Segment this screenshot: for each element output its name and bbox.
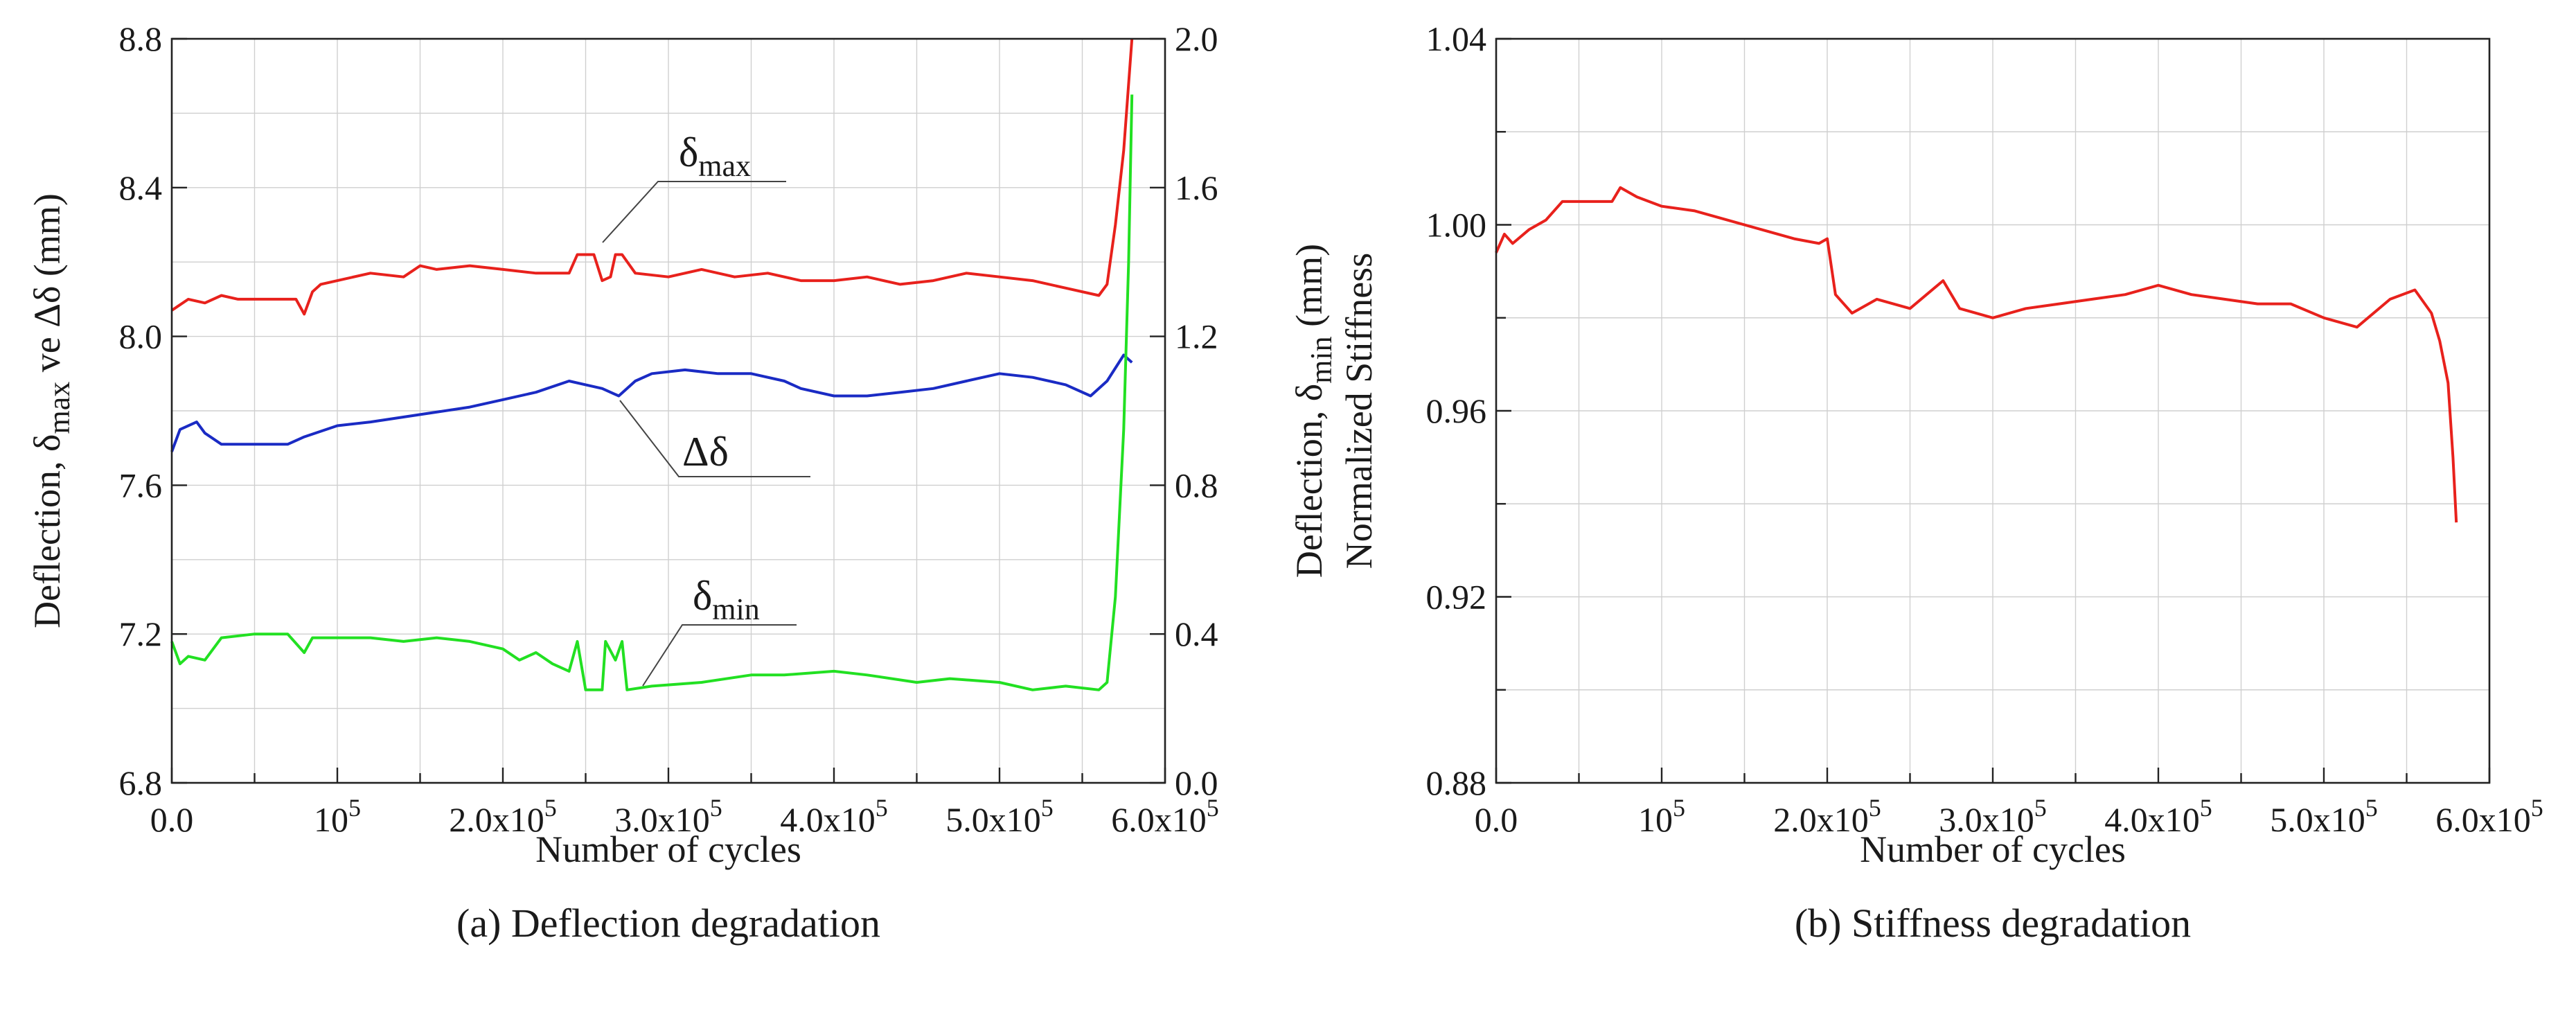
panel-a-y-left-tick-label: 7.6 <box>119 466 163 504</box>
panel-a-x-tick-label: 5.0x105 <box>945 794 1054 839</box>
panel-b-y-axis-label: Normalized Stiffness <box>1338 253 1380 569</box>
panel-a-x-tick-label: 105 <box>314 794 361 839</box>
panel-b-x-tick-label: 5.0x105 <box>2270 794 2378 839</box>
panel-b-y-tick-label: 0.92 <box>1426 578 1487 617</box>
panel-a-y-right-tick-label: 1.6 <box>1175 168 1218 207</box>
annotation-delta-max: δmax <box>602 130 786 243</box>
panel-a-tick-marks <box>170 37 1166 784</box>
panel-b-x-tick-label: 6.0x105 <box>2435 794 2543 839</box>
panel-b-tick-marks <box>1495 37 2491 784</box>
panel-a-y-left-tick-label: 7.2 <box>119 614 163 653</box>
panel-a-y-right-tick-label: 2.0 <box>1175 19 1218 58</box>
panel-a-grid <box>171 38 1166 784</box>
panel-b-y-tick-label: 1.04 <box>1426 19 1487 58</box>
panel-a-x-tick-label: 2.0x105 <box>449 794 557 839</box>
panel-a-y-left-tick-label: 8.0 <box>119 317 163 356</box>
panel-b-caption: (b) Stiffness degradation <box>1795 901 2191 946</box>
panel-a-y-right-tick-labels: 0.0 0.4 0.8 1.2 1.6 2.0 <box>1175 19 1218 802</box>
panel-a-caption: (a) Deflection degradation <box>456 901 880 946</box>
panel-a-series <box>170 38 1134 691</box>
panel-a-series-line <box>170 38 1134 316</box>
panel-a-y-right-tick-label: 0.8 <box>1175 466 1218 504</box>
panel-b-x-tick-label: 3.0x105 <box>1939 794 2047 839</box>
panel-a-x-axis-label: Number of cycles <box>535 829 801 870</box>
panel-b-x-tick-label: 0.0 <box>1475 800 1518 839</box>
panel-a-y-left-tick-label: 6.8 <box>119 763 163 802</box>
annotation-delta-min-leader <box>642 624 797 687</box>
annotation-delta-delta-label: Δδ <box>682 429 729 475</box>
panel-b-y-tick-label: 0.88 <box>1426 763 1487 802</box>
panel-b-x-axis-label: Number of cycles <box>1860 829 2126 870</box>
panel-a-series-line <box>170 353 1133 452</box>
annotation-delta-max-leader <box>602 181 786 243</box>
annotation-delta-min: δmin <box>642 573 797 687</box>
panel-a-y-right-axis-label: Deflection, δmin (mm) <box>1288 244 1338 578</box>
panel-a-x-tick-label: 3.0x105 <box>614 794 722 839</box>
panel-a-y-left-tick-label: 8.4 <box>119 168 163 207</box>
panel-a-deflection: 0.0 105 2.0x105 3.0x105 4.0x105 5.0x105 6.0x10… <box>26 19 1338 946</box>
panel-b-y-tick-label: 1.00 <box>1426 206 1487 245</box>
panel-a-y-left-axis-label: Deflection, δmax ve Δδ (mm) <box>26 193 76 628</box>
panel-a-x-tick-labels: 0.0 105 2.0x105 3.0x105 4.0x105 5.0x105 6.0x10… <box>150 794 1219 839</box>
annotation-delta-min-label: δmin <box>693 573 760 626</box>
annotation-delta-delta-leader <box>619 400 810 477</box>
panel-b-grid <box>1495 38 2490 784</box>
panel-a-y-right-tick-label: 0.0 <box>1175 763 1218 802</box>
annotation-delta-max-label: δmax <box>679 130 751 183</box>
panel-b-series <box>1495 186 2458 523</box>
panel-b-y-tick-label: 0.96 <box>1426 391 1487 430</box>
annotation-delta-delta: Δδ <box>619 400 810 477</box>
panel-b-y-tick-labels: 0.88 0.92 0.96 1.00 1.04 <box>1426 19 1487 802</box>
panel-b-x-tick-label: 2.0x105 <box>1773 794 1881 839</box>
panel-a-x-tick-label: 4.0x105 <box>780 794 888 839</box>
panel-b-x-tick-label: 105 <box>1638 794 1685 839</box>
panel-b-stiffness: 0.0 105 2.0x105 3.0x105 4.0x105 5.0x105 6.0x10… <box>1338 19 2543 946</box>
panel-b-x-tick-label: 4.0x105 <box>2104 794 2212 839</box>
panel-a-series-line <box>170 94 1134 691</box>
panel-b-x-tick-labels: 0.0 105 2.0x105 3.0x105 4.0x105 5.0x105 6.0x10… <box>1475 794 2543 839</box>
panel-b-series-line <box>1495 186 2458 523</box>
panel-a-y-right-tick-label: 1.2 <box>1175 317 1218 356</box>
panel-a-y-left-tick-labels: 6.8 7.2 7.6 8.0 8.4 8.8 <box>119 19 163 802</box>
panel-a-y-left-tick-label: 8.8 <box>119 19 163 58</box>
panel-a-x-tick-label: 0.0 <box>150 800 194 839</box>
panel-a-x-tick-label: 6.0x105 <box>1111 794 1219 839</box>
panel-a-y-right-tick-label: 0.4 <box>1175 614 1218 653</box>
